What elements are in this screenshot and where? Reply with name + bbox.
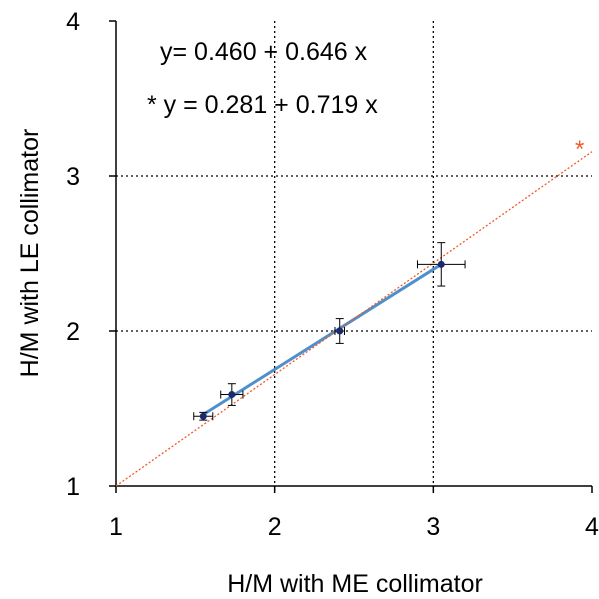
y-tick-label-4: 4 [66, 8, 80, 36]
x-tick-label-3: 3 [426, 513, 440, 541]
x-axis-label: H/M with ME collimator [227, 570, 483, 598]
fit-lines [115, 151, 593, 487]
error-bar-2 [220, 383, 244, 406]
x-tick-label-1: 1 [109, 513, 123, 541]
data-point-2 [228, 391, 236, 399]
data-points [199, 260, 445, 420]
equation-2: * y = 0.281 + 0.719 x [147, 91, 378, 119]
y-tick-label-2: 2 [66, 318, 80, 346]
y-axis-label: H/M with LE collimator [16, 129, 44, 378]
y-tick-label-1: 1 [66, 473, 80, 501]
data-point-1 [199, 412, 207, 420]
y-tick-label-3: 3 [66, 163, 80, 191]
y-tick-labels: 1 2 3 4 [66, 8, 80, 501]
fit-line-1 [202, 263, 443, 416]
axes [109, 20, 593, 493]
x-tick-label-2: 2 [268, 513, 282, 541]
x-tick-labels: 1 2 3 4 [109, 513, 599, 541]
x-tick-label-4: 4 [585, 513, 599, 541]
data-point-4 [437, 260, 445, 268]
data-point-3 [336, 327, 344, 335]
grid-lines [116, 21, 592, 486]
error-bars [193, 242, 466, 421]
equation-1: y= 0.460 + 0.646 x [160, 38, 368, 66]
fit-line-2 [115, 151, 593, 487]
star-marker: * [575, 136, 584, 163]
